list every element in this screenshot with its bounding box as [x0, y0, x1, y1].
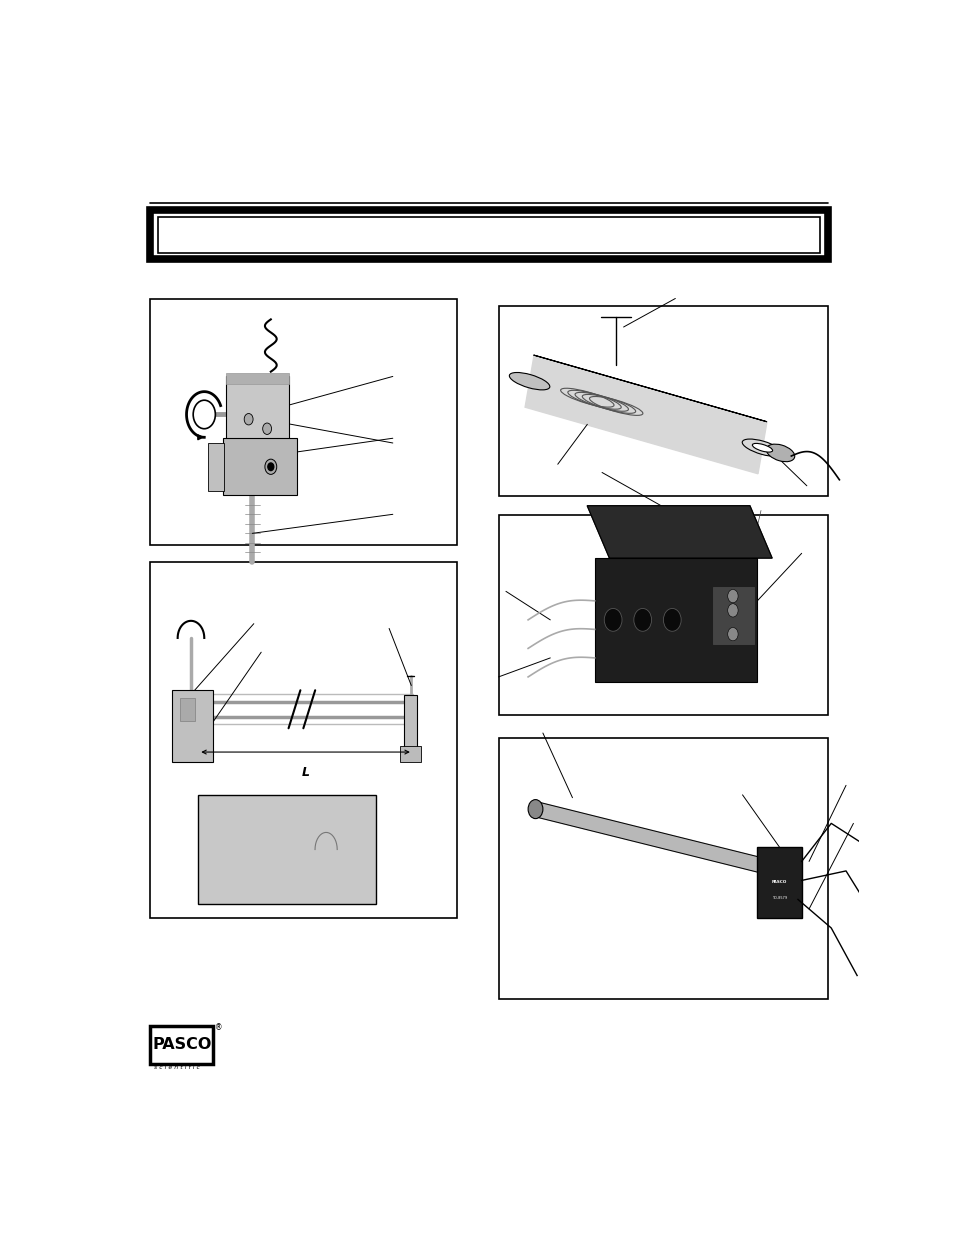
FancyBboxPatch shape [151, 210, 826, 259]
Polygon shape [587, 506, 771, 558]
Circle shape [528, 799, 542, 819]
FancyBboxPatch shape [151, 1026, 213, 1065]
Text: PASCO: PASCO [152, 1037, 212, 1052]
Ellipse shape [765, 445, 794, 462]
Circle shape [265, 459, 276, 474]
FancyBboxPatch shape [757, 847, 801, 919]
Circle shape [727, 604, 738, 618]
Circle shape [662, 609, 680, 631]
FancyBboxPatch shape [226, 377, 289, 448]
FancyBboxPatch shape [498, 515, 826, 715]
FancyBboxPatch shape [403, 695, 416, 747]
FancyBboxPatch shape [498, 737, 826, 999]
Circle shape [727, 627, 738, 641]
Circle shape [268, 463, 274, 471]
FancyBboxPatch shape [498, 306, 826, 496]
Circle shape [727, 589, 738, 603]
FancyBboxPatch shape [222, 438, 296, 495]
Polygon shape [524, 356, 766, 474]
FancyBboxPatch shape [158, 216, 819, 253]
Text: TD-8579: TD-8579 [771, 895, 786, 899]
FancyBboxPatch shape [172, 690, 213, 762]
Text: L: L [301, 766, 309, 779]
Circle shape [633, 609, 651, 631]
Text: PASCO: PASCO [771, 881, 786, 884]
FancyBboxPatch shape [151, 562, 456, 919]
Circle shape [193, 400, 215, 429]
Circle shape [262, 424, 272, 435]
FancyBboxPatch shape [208, 443, 224, 490]
Ellipse shape [741, 440, 781, 457]
FancyBboxPatch shape [712, 587, 753, 643]
Ellipse shape [752, 443, 772, 452]
Ellipse shape [509, 373, 549, 390]
FancyBboxPatch shape [594, 558, 757, 682]
FancyBboxPatch shape [198, 795, 375, 904]
Circle shape [603, 609, 621, 631]
FancyBboxPatch shape [226, 373, 289, 384]
Text: s c i e n t i f i c: s c i e n t i f i c [153, 1066, 200, 1071]
Circle shape [244, 414, 253, 425]
Polygon shape [534, 802, 765, 873]
FancyBboxPatch shape [180, 698, 194, 721]
FancyBboxPatch shape [400, 746, 420, 762]
FancyBboxPatch shape [151, 299, 456, 545]
Text: ®: ® [214, 1024, 222, 1032]
